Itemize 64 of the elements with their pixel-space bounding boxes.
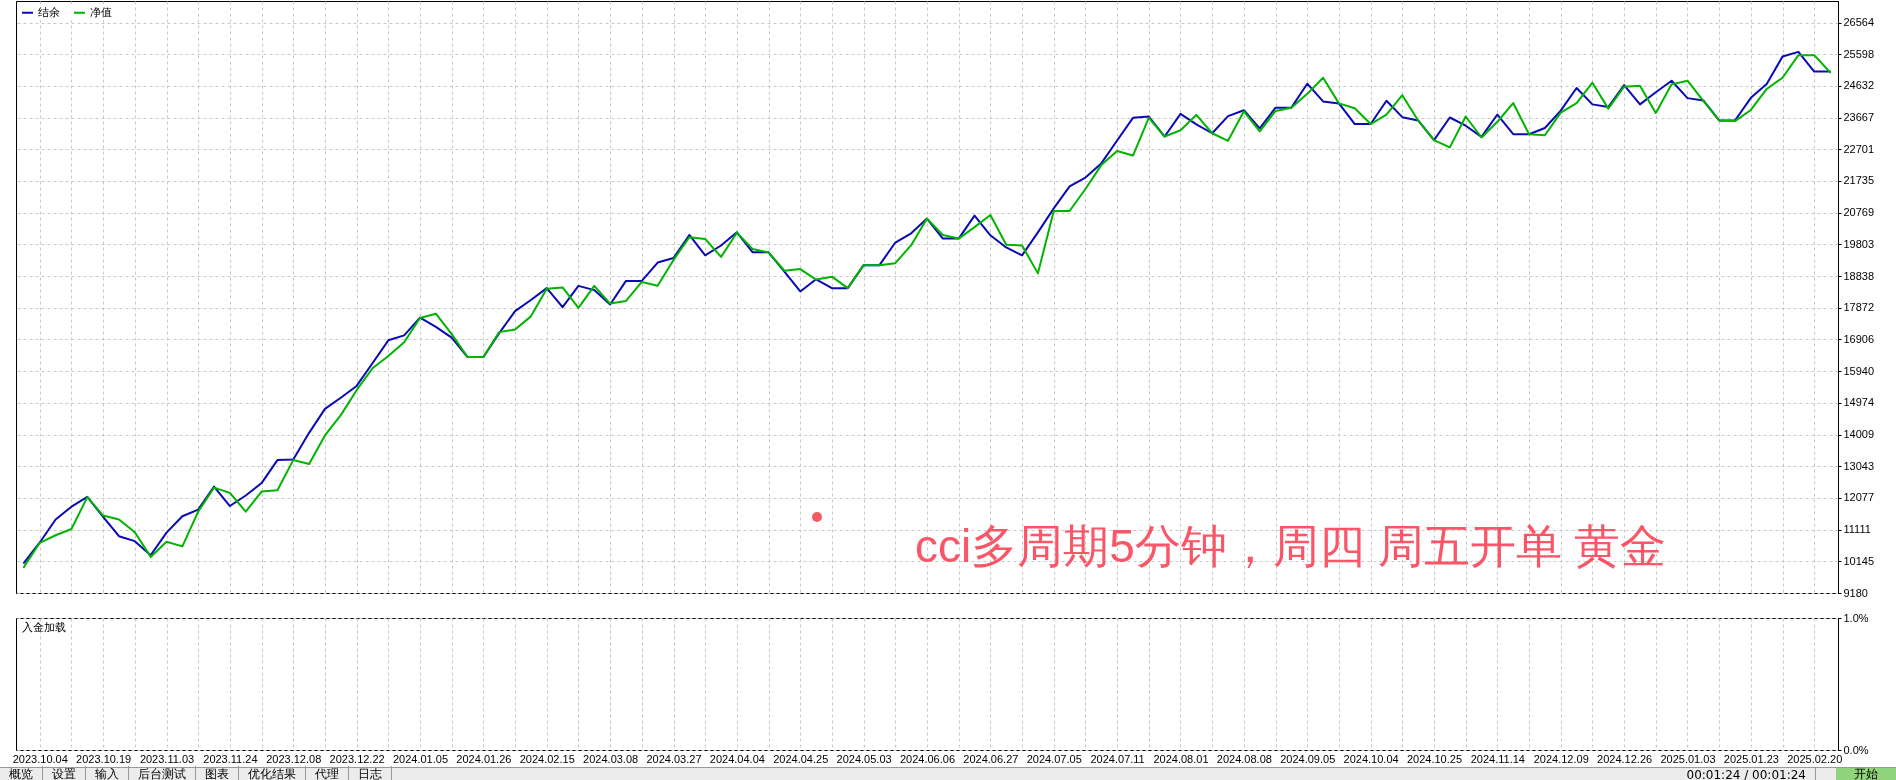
y-tick-label: 1.0% <box>1843 611 1869 624</box>
legend-label: 净值 <box>90 5 112 18</box>
annotation: cci多周期5分钟，周四 周五开单 黄金 <box>915 519 1667 574</box>
text: 优化结果 <box>239 766 306 780</box>
x-tick-label: 2024.12.09 <box>1533 752 1589 765</box>
x-tick-label: 2024.09.05 <box>1280 752 1336 765</box>
y-tick-label: 26564 <box>1843 16 1875 29</box>
chart-title: 入金加载 <box>22 621 66 633</box>
y-tick-label: 14974 <box>1843 396 1875 409</box>
x-tick-label: 2024.06.06 <box>899 752 956 765</box>
x-tick-label: 2024.06.27 <box>963 752 1019 765</box>
x-tick-label: 2023.12.08 <box>266 752 322 765</box>
y-tick-label: 18838 <box>1843 269 1875 282</box>
x-tick-label: 2023.11.24 <box>203 752 258 765</box>
y-tick-label: 15940 <box>1843 364 1875 377</box>
y-tick-label: 17872 <box>1843 301 1875 314</box>
x-tick-label: 2023.11.03 <box>139 752 195 765</box>
x-tick-label: 2024.10.25 <box>1406 752 1463 765</box>
x-tick-label: 2024.08.01 <box>1153 752 1209 765</box>
text: 日志 <box>349 766 392 780</box>
text: 设置 <box>43 766 86 780</box>
x-tick-label: 2024.03.08 <box>583 752 639 765</box>
text: 开始 <box>1836 767 1896 780</box>
x-tick-label: 2024.07.05 <box>1026 752 1082 765</box>
x-tick-label: 2024.02.15 <box>519 752 575 765</box>
x-tick-label: 2023.10.19 <box>76 752 132 765</box>
y-tick-label: 13043 <box>1843 459 1875 472</box>
x-tick-label: 2023.12.22 <box>329 752 385 765</box>
x-tick-label: 2024.01.26 <box>456 752 512 765</box>
y-tick-label: 20769 <box>1843 206 1875 219</box>
x-tick-label: 2024.12.26 <box>1597 752 1653 765</box>
y-tick-label: 9180 <box>1843 586 1868 599</box>
text: 00:01:24 / 00:01:24 <box>1677 767 1816 780</box>
y-tick-label: 23667 <box>1843 111 1875 124</box>
y-tick-label: 24632 <box>1843 79 1875 92</box>
x-tick-label: 2024.01.05 <box>392 752 449 765</box>
x-tick-label: 2025.01.03 <box>1660 752 1716 765</box>
text: 代理 <box>306 766 349 780</box>
y-tick-label: 12077 <box>1843 491 1875 504</box>
x-tick-label: 2024.07.11 <box>1090 752 1145 765</box>
x-tick-label: 2024.10.04 <box>1343 752 1399 765</box>
x-tick-label: 2024.08.08 <box>1216 752 1272 765</box>
text: 图表 <box>196 766 239 780</box>
text: 输入 <box>86 766 129 780</box>
text: 后台测试 <box>129 766 196 780</box>
y-tick-label: 21735 <box>1843 174 1875 187</box>
y-tick-label: 22701 <box>1843 142 1875 155</box>
x-tick-label: 2024.11.14 <box>1470 752 1525 765</box>
y-tick-label: 25598 <box>1843 47 1875 60</box>
x-tick-label: 2024.04.04 <box>709 752 765 765</box>
y-tick-label: 10145 <box>1843 554 1875 567</box>
y-tick-label: 11111 <box>1843 523 1871 536</box>
y-tick-label: 19803 <box>1843 237 1875 250</box>
x-tick-label: 2024.03.27 <box>646 752 702 765</box>
x-tick-label: 2025.01.23 <box>1723 752 1779 765</box>
y-tick-label: 14009 <box>1843 428 1875 441</box>
x-tick-label: 2023.10.04 <box>12 752 68 765</box>
x-tick-label: 2024.05.03 <box>836 752 892 765</box>
x-tick-label: 2025.02.20 <box>1787 752 1843 765</box>
y-tick-label: 16906 <box>1843 332 1875 345</box>
y-tick-label: 0.0% <box>1843 743 1869 756</box>
text: 概览 <box>0 766 43 780</box>
legend-label: 结余 <box>38 5 60 18</box>
x-tick-label: 2024.04.25 <box>773 752 829 765</box>
